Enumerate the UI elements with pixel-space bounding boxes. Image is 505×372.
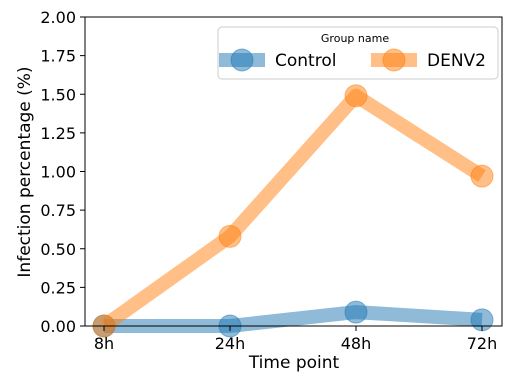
legend-title: Group name <box>321 32 389 45</box>
y-tick-label: 0.75 <box>40 201 76 220</box>
data-point-denv2-48h <box>344 84 368 108</box>
y-tick-label: 1.25 <box>40 124 76 143</box>
series-line-denv2 <box>99 88 486 332</box>
y-tick-label: 1.00 <box>40 163 76 182</box>
legend-marker-control <box>230 48 254 72</box>
x-axis-label: Time point <box>248 353 340 372</box>
series-line-control <box>104 305 483 333</box>
legend-entries: Control DENV2 <box>219 48 486 72</box>
plot-area <box>92 84 494 338</box>
legend-label-control: Control <box>275 51 336 71</box>
data-point-denv2-24h <box>218 224 242 248</box>
legend: Group name Control DENV2 <box>217 26 499 80</box>
x-tick-label: 8h <box>94 334 114 353</box>
data-point-denv2-72h <box>470 164 494 188</box>
y-tick-label: 0.00 <box>40 317 76 336</box>
legend-box <box>217 26 499 80</box>
y-tick-label: 0.25 <box>40 278 76 297</box>
y-tick-label: 1.75 <box>40 47 76 66</box>
x-tick-label: 48h <box>341 334 372 353</box>
y-tick-label: 2.00 <box>40 8 76 27</box>
legend-marker-denv2 <box>382 48 406 72</box>
data-point-control-48h <box>344 300 368 324</box>
axes: 0.00 0.25 0.50 0.75 1.00 1.25 1.50 1.75 2.00 8h 24… <box>40 8 503 353</box>
y-axis-label: Infection percentage (%) <box>15 66 35 277</box>
x-tick-label: 72h <box>467 334 498 353</box>
x-tick-label: 24h <box>215 334 246 353</box>
y-tick-label: 1.50 <box>40 85 76 104</box>
y-tick-label: 0.50 <box>40 240 76 259</box>
legend-label-denv2: DENV2 <box>427 51 486 71</box>
